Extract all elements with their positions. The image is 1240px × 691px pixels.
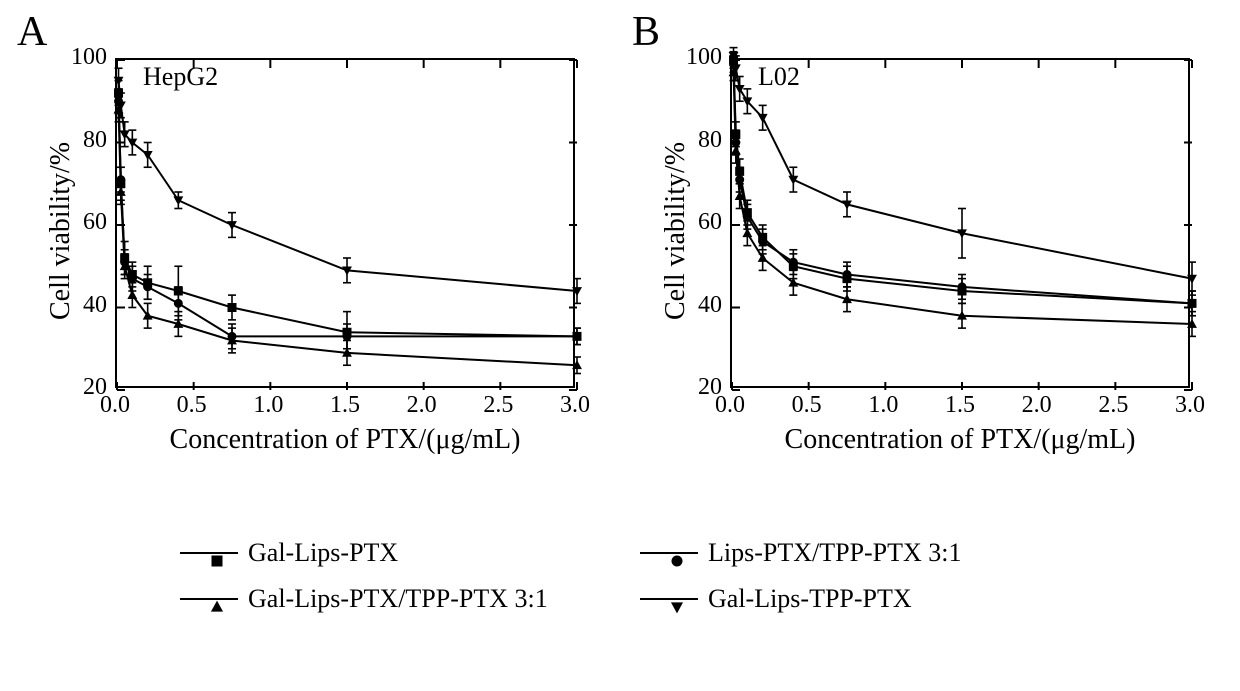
panel-b-svg xyxy=(732,60,1192,390)
ytick-label: 40 xyxy=(678,292,722,319)
ytick-label: 60 xyxy=(63,209,107,236)
ytick-label: 100 xyxy=(678,44,722,71)
legend-item-gal-lips-ptx: Gal-Lips-PTX xyxy=(180,530,640,576)
xtick-label: 2.5 xyxy=(1098,392,1128,419)
xtick-label: 0.0 xyxy=(100,392,130,419)
xtick-label: 3.0 xyxy=(560,392,590,419)
legend: Gal-Lips-PTX Lips-PTX/TPP-PTX 3:1 Gal-Li… xyxy=(180,530,1100,650)
xtick-label: 2.0 xyxy=(1022,392,1052,419)
xtick-label: 1.5 xyxy=(945,392,975,419)
ytick-label: 60 xyxy=(678,209,722,236)
ytick-label: 80 xyxy=(63,127,107,154)
panel-b: B L02 Cell viability/% Concentration of … xyxy=(630,10,1230,480)
xtick-label: 1.5 xyxy=(330,392,360,419)
panel-a: A HepG2 Cell viability/% Concentration o… xyxy=(15,10,615,480)
ytick-label: 80 xyxy=(678,127,722,154)
legend-label: Gal-Lips-TPP-PTX xyxy=(708,584,912,614)
ytick-label: 40 xyxy=(63,292,107,319)
ytick-label: 100 xyxy=(63,44,107,71)
panel-a-xlabel: Concentration of PTX/(μg/mL) xyxy=(105,424,585,456)
panel-a-svg xyxy=(117,60,577,390)
legend-row-1: Gal-Lips-PTX Lips-PTX/TPP-PTX 3:1 xyxy=(180,530,1100,576)
legend-label: Gal-Lips-PTX xyxy=(248,538,398,568)
xtick-label: 0.0 xyxy=(715,392,745,419)
xtick-label: 0.5 xyxy=(792,392,822,419)
xtick-label: 2.0 xyxy=(407,392,437,419)
legend-line xyxy=(180,598,238,600)
legend-item-gal-lips-ptx-tpp: Gal-Lips-PTX/TPP-PTX 3:1 xyxy=(180,576,640,622)
legend-item-lips-ptx-tpp: Lips-PTX/TPP-PTX 3:1 xyxy=(640,530,1100,576)
xtick-label: 0.5 xyxy=(177,392,207,419)
xtick-label: 1.0 xyxy=(253,392,283,419)
legend-line xyxy=(640,598,698,600)
xtick-label: 1.0 xyxy=(868,392,898,419)
figure: A HepG2 Cell viability/% Concentration o… xyxy=(0,0,1240,691)
panel-a-cell-label: HepG2 xyxy=(143,62,218,92)
xtick-label: 3.0 xyxy=(1175,392,1205,419)
panel-a-letter: A xyxy=(17,8,47,56)
legend-line xyxy=(180,552,238,554)
panel-b-letter: B xyxy=(632,8,660,56)
panel-a-plot: HepG2 xyxy=(115,58,575,388)
xtick-label: 2.5 xyxy=(483,392,513,419)
legend-item-gal-lips-tpp-ptx: Gal-Lips-TPP-PTX xyxy=(640,576,1100,622)
legend-label: Lips-PTX/TPP-PTX 3:1 xyxy=(708,538,962,568)
panel-b-plot: L02 xyxy=(730,58,1190,388)
panel-b-cell-label: L02 xyxy=(758,62,800,92)
legend-line xyxy=(640,552,698,554)
panel-b-xlabel: Concentration of PTX/(μg/mL) xyxy=(720,424,1200,456)
legend-row-2: Gal-Lips-PTX/TPP-PTX 3:1 Gal-Lips-TPP-PT… xyxy=(180,576,1100,622)
legend-label: Gal-Lips-PTX/TPP-PTX 3:1 xyxy=(248,584,548,614)
